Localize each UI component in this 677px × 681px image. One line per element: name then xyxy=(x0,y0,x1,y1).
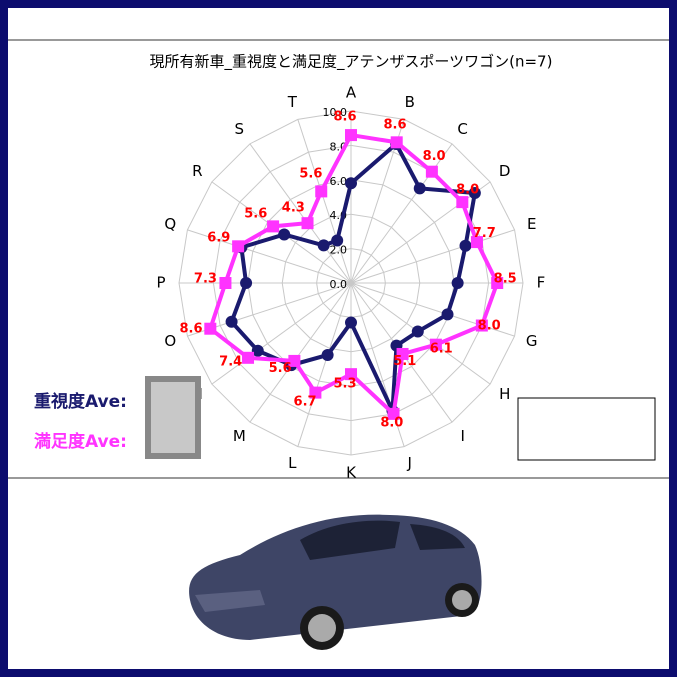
data-label: 7.4 xyxy=(219,355,242,370)
data-label: 6.9 xyxy=(207,230,230,245)
marker xyxy=(317,239,330,252)
marker xyxy=(232,240,245,253)
marker xyxy=(345,129,357,142)
marker xyxy=(278,228,291,241)
marker xyxy=(315,185,328,198)
spoke xyxy=(187,229,352,284)
marker xyxy=(345,316,357,329)
marker xyxy=(309,386,322,399)
data-label: 8.0 xyxy=(380,416,403,431)
data-label: 6.7 xyxy=(294,394,317,409)
marker xyxy=(331,234,344,247)
category-label: R xyxy=(192,162,202,180)
chart-title: 現所有新車_重視度と満足度_アテンザスポーツワゴン(n=7) xyxy=(150,53,553,72)
marker xyxy=(491,277,504,289)
data-label: 7.3 xyxy=(194,272,217,287)
category-label: D xyxy=(499,162,511,180)
redaction-box xyxy=(145,376,201,459)
category-label: F xyxy=(537,274,546,292)
r-tick-label: 2.0 xyxy=(330,244,348,257)
marker xyxy=(413,182,426,195)
marker xyxy=(456,196,469,209)
category-label: T xyxy=(287,93,298,111)
spoke xyxy=(249,282,352,423)
data-label: 4.3 xyxy=(282,200,305,215)
data-label: 8.6 xyxy=(333,110,356,125)
legend-box xyxy=(517,397,656,461)
marker xyxy=(240,277,253,289)
data-label: 8.0 xyxy=(423,149,446,164)
marker xyxy=(390,136,403,149)
marker xyxy=(225,315,238,328)
plot: 0.02.04.06.08.010.0ABCDEFGHIJKLMNOPQRST重… xyxy=(156,84,627,482)
annotation: 重視度Ave: xyxy=(34,391,127,412)
category-label: A xyxy=(346,84,357,102)
spoke xyxy=(297,119,352,284)
marker xyxy=(411,325,424,338)
category-label: J xyxy=(406,454,411,472)
marker xyxy=(301,217,314,230)
category-label: G xyxy=(526,332,538,350)
category-label: O xyxy=(164,332,176,350)
marker xyxy=(459,239,472,252)
category-label: C xyxy=(457,120,467,138)
marker xyxy=(470,236,483,249)
data-label: 6.1 xyxy=(430,341,453,356)
marker xyxy=(425,165,438,178)
category-label: B xyxy=(405,93,415,111)
marker xyxy=(321,348,334,361)
data-label: 7.7 xyxy=(473,226,496,241)
marker xyxy=(345,177,357,190)
spoke xyxy=(297,282,352,447)
marker xyxy=(288,354,301,367)
r-tick-label: 0.0 xyxy=(330,278,348,291)
marker xyxy=(451,277,464,289)
marker xyxy=(468,187,481,200)
category-label: L xyxy=(288,454,297,472)
data-label: 8.6 xyxy=(384,118,407,133)
data-label: 8.6 xyxy=(179,322,202,337)
marker xyxy=(242,351,255,364)
data-label: 5.6 xyxy=(299,167,322,182)
data-label: 5.3 xyxy=(333,377,356,392)
marker xyxy=(267,220,280,233)
marker xyxy=(345,368,357,381)
data-label: 8.0 xyxy=(456,182,479,197)
data-label: 8.5 xyxy=(494,272,517,287)
data-label: 5.1 xyxy=(393,354,416,369)
category-label: M xyxy=(233,427,246,445)
marker xyxy=(204,322,217,335)
r-tick-label: 6.0 xyxy=(330,175,348,188)
marker xyxy=(396,347,409,360)
category-label: S xyxy=(235,120,245,138)
category-label: H xyxy=(499,385,510,403)
r-tick-label: 10.0 xyxy=(323,106,348,119)
category-label: P xyxy=(156,274,165,292)
spoke xyxy=(249,143,352,284)
marker xyxy=(387,407,400,420)
annotation: 満足度Ave: xyxy=(34,431,127,452)
marker xyxy=(441,308,454,321)
data-label: 5.6 xyxy=(269,361,292,376)
category-label: E xyxy=(527,215,536,233)
category-label: I xyxy=(460,427,464,445)
marker xyxy=(251,344,264,357)
marker xyxy=(475,319,488,332)
spoke xyxy=(350,229,515,284)
marker xyxy=(429,338,442,351)
data-label: 8.0 xyxy=(478,318,501,333)
spoke xyxy=(211,282,352,385)
marker xyxy=(219,277,232,289)
data-label: 5.6 xyxy=(244,207,267,222)
category-label: K xyxy=(346,464,357,482)
car-image xyxy=(189,514,482,650)
category-label: Q xyxy=(164,215,176,233)
